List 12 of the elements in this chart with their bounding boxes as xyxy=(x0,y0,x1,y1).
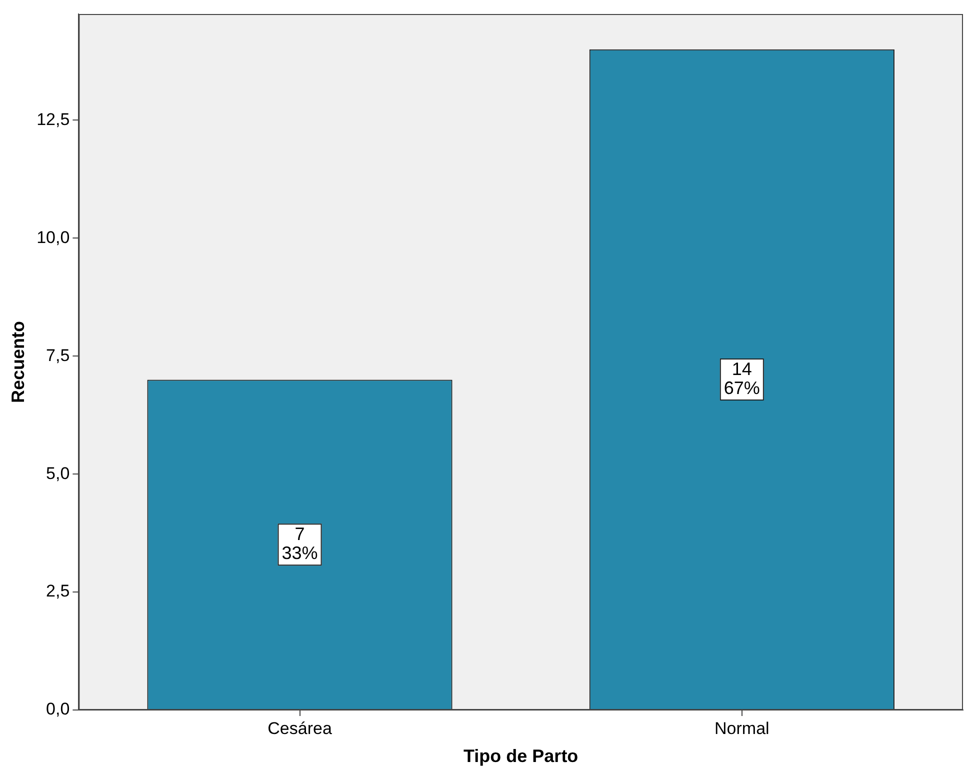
y-tick-label: 0,0 xyxy=(46,700,70,719)
data-label: 14 67% xyxy=(724,358,760,398)
x-tick-label: Cesárea xyxy=(268,718,332,738)
y-axis-title: Recuento xyxy=(8,320,28,404)
x-tick-label: Normal xyxy=(714,718,770,738)
y-tick-label: 7,5 xyxy=(46,346,70,365)
y-tick-label: 5,0 xyxy=(46,464,70,483)
x-axis-title: Tipo de Parto xyxy=(464,746,578,766)
y-tick-label: 12,5 xyxy=(36,110,70,129)
y-tick-label: 10,0 xyxy=(36,228,70,247)
data-label: 7 33% xyxy=(282,524,318,564)
y-tick-label: 2,5 xyxy=(46,582,70,601)
